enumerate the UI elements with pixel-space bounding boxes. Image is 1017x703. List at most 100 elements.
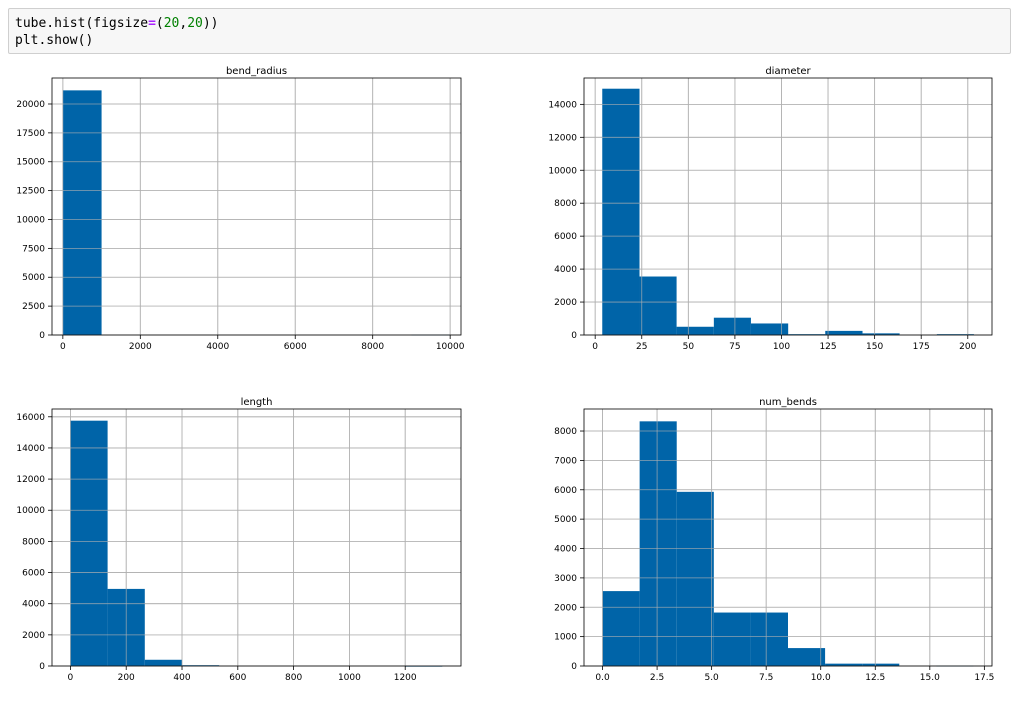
code-number: 20 <box>187 16 203 31</box>
code-line-2: plt.show() <box>15 33 94 48</box>
num-bends-x-tick-label: 7.5 <box>759 673 773 683</box>
num-bends-y-tick-label: 4000 <box>554 545 577 555</box>
length-y-tick-label: 4000 <box>22 600 45 610</box>
length-x-tick-label: 600 <box>229 673 246 683</box>
diameter-bar <box>936 334 974 335</box>
diameter-x-tick-label: 0 <box>592 342 598 352</box>
code-number: 20 <box>163 16 180 31</box>
bend-radius-y-tick-label: 0 <box>39 331 45 341</box>
length-x-tick-label: 800 <box>285 673 302 683</box>
num-bends-x-tick-label: 17.5 <box>974 673 994 683</box>
length-x-tick-label: 400 <box>173 673 190 683</box>
num-bends-x-tick-label: 15.0 <box>920 673 940 683</box>
diameter-x-tick-label: 75 <box>729 342 740 352</box>
bend-radius-title: bend_radius <box>226 66 287 77</box>
num-bends-y-tick-label: 6000 <box>554 486 577 496</box>
bend-radius-x-tick-label: 2000 <box>129 342 152 352</box>
num-bends-title: num_bends <box>759 397 817 408</box>
diameter-x-tick-label: 25 <box>636 342 647 352</box>
num-bends-x-tick-label: 0.0 <box>595 673 610 683</box>
length-y-tick-label: 0 <box>39 662 45 672</box>
num-bends-bar <box>713 612 751 666</box>
num-bends-bar <box>862 663 900 666</box>
diameter-bar <box>713 317 751 335</box>
code-text: tube.hist(figsize <box>15 16 149 31</box>
bend-radius-x-tick-label: 0 <box>60 342 66 352</box>
num-bends-axes-frame <box>583 408 993 667</box>
num-bends-y-tick-label: 5000 <box>554 515 577 525</box>
length-y-tick-label: 12000 <box>16 475 45 485</box>
bend-radius-x-tick-label: 4000 <box>206 342 229 352</box>
bend-radius-x-tick-label: 10000 <box>436 342 465 352</box>
code-line-1: tube.hist(figsize=(20,20)) <box>15 16 219 32</box>
num-bends-y-tick-label: 1000 <box>554 633 577 643</box>
diameter-x-tick-label: 100 <box>773 342 790 352</box>
length-y-tick-label: 8000 <box>22 537 45 547</box>
diameter-bar <box>602 88 640 335</box>
num-bends-y-tick-label: 0 <box>571 662 577 672</box>
diameter-x-tick-label: 200 <box>959 342 976 352</box>
length-bar <box>144 659 182 666</box>
code-paren: )) <box>202 16 219 31</box>
num-bends-bar <box>750 612 788 666</box>
bend-radius-bar <box>62 90 102 335</box>
bend-radius-y-tick-label: 12500 <box>16 187 45 197</box>
diameter-title: diameter <box>765 66 811 77</box>
diameter-y-tick-label: 8000 <box>554 199 577 209</box>
diameter-x-tick-label: 150 <box>866 342 883 352</box>
diameter-x-tick-label: 50 <box>683 342 695 352</box>
num-bends-bar <box>602 591 640 666</box>
diameter-y-tick-label: 6000 <box>554 232 577 242</box>
length-bar <box>70 420 108 666</box>
bend-radius-y-tick-label: 2500 <box>22 302 45 312</box>
diameter-axes-frame <box>583 77 993 336</box>
diameter-y-tick-label: 14000 <box>548 100 577 110</box>
length-x-tick-label: 0 <box>68 673 74 683</box>
bend-radius-y-tick-label: 5000 <box>22 273 45 283</box>
bend-radius-y-tick-label: 17500 <box>16 129 45 139</box>
diameter-y-tick-label: 4000 <box>554 265 577 275</box>
num-bends-bar <box>788 648 826 666</box>
num-bends-x-tick-label: 12.5 <box>865 673 885 683</box>
num-bends-bar <box>676 491 714 666</box>
num-bends-y-tick-label: 3000 <box>554 574 577 584</box>
diameter-bar <box>750 323 789 335</box>
num-bends-x-tick-label: 10.0 <box>811 673 831 683</box>
length-y-tick-label: 10000 <box>16 506 45 516</box>
code-paren: ( <box>155 16 164 31</box>
code-cell[interactable]: tube.hist(figsize=(20,20)) plt.show() <box>8 8 1011 54</box>
length-y-tick-label: 6000 <box>22 569 45 579</box>
length-y-tick-label: 16000 <box>16 413 45 423</box>
diameter-y-tick-label: 0 <box>571 331 577 341</box>
num-bends-x-tick-label: 2.5 <box>650 673 664 683</box>
length-x-tick-label: 1000 <box>338 673 361 683</box>
num-bends-y-tick-label: 8000 <box>554 427 577 437</box>
diameter-bar <box>788 334 826 335</box>
bend-radius-y-tick-label: 10000 <box>16 215 45 225</box>
diameter-y-tick-label: 10000 <box>548 166 577 176</box>
bend-radius-axes-frame <box>51 77 462 336</box>
diameter-x-tick-label: 125 <box>819 342 836 352</box>
diameter-bar <box>862 333 900 335</box>
bend-radius-plot-area <box>52 78 461 335</box>
length-x-tick-label: 200 <box>118 673 135 683</box>
diameter-y-tick-label: 2000 <box>554 298 577 308</box>
diameter-bar <box>825 330 863 335</box>
bend-radius-x-tick-label: 6000 <box>284 342 307 352</box>
code-comma: , <box>179 16 188 31</box>
length-axes-frame <box>51 408 462 667</box>
diameter-y-tick-label: 12000 <box>548 133 577 143</box>
code-operator: = <box>148 16 156 31</box>
length-y-tick-label: 14000 <box>16 444 45 454</box>
length-y-tick-label: 2000 <box>22 631 45 641</box>
num-bends-y-tick-label: 7000 <box>554 456 577 466</box>
num-bends-bar <box>825 663 863 666</box>
num-bends-x-tick-label: 5.0 <box>704 673 719 683</box>
num-bends-y-tick-label: 2000 <box>554 603 577 613</box>
bend-radius-y-tick-label: 20000 <box>16 100 45 110</box>
bend-radius-y-tick-label: 15000 <box>16 158 45 168</box>
diameter-bar <box>676 326 714 335</box>
bend-radius-x-tick-label: 8000 <box>361 342 384 352</box>
num-bends-bar <box>639 421 677 666</box>
